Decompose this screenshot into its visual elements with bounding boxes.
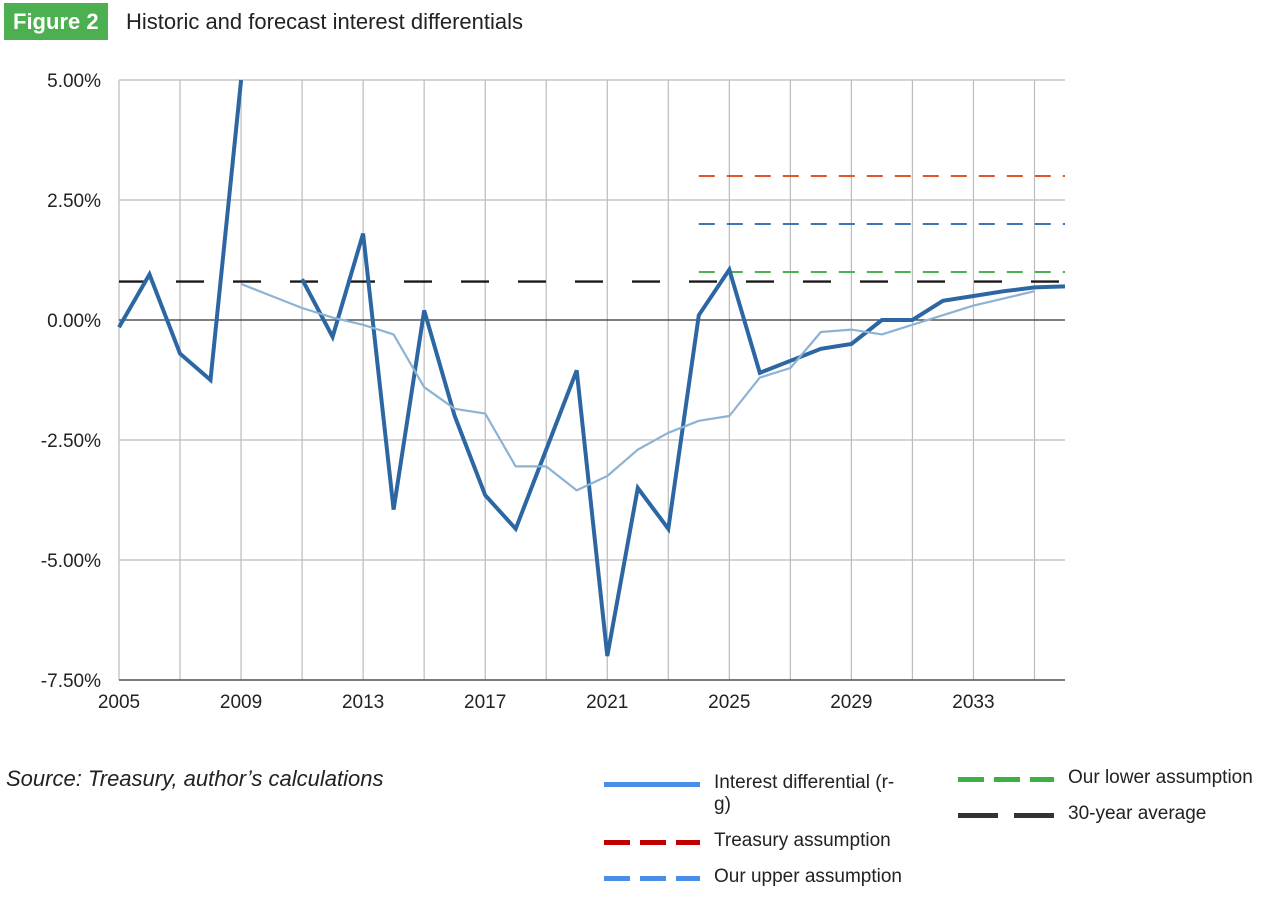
legend-item-average: 30-year average	[958, 803, 1206, 825]
x-tick-label: 2009	[220, 692, 262, 713]
axis-ticks: 5.00% 2.50% 0.00% -2.50% -5.00% -7.50%2005 200…	[41, 71, 995, 713]
legend-label: Our upper assumption	[714, 866, 902, 887]
legend-swatch-dash	[604, 876, 700, 881]
comparison-series-line	[240, 282, 1035, 492]
x-tick-label: 2033	[952, 692, 994, 713]
legend-item-treasury: Treasury assumption	[604, 830, 891, 852]
x-tick-label: 2017	[464, 692, 506, 713]
legend-swatch-dash	[604, 840, 700, 845]
legend-swatch-dash	[958, 813, 1054, 818]
x-tick-label: 2013	[342, 692, 384, 713]
legend-item-interest-differential: Interest differential (r-g)	[604, 772, 904, 816]
legend-label: Interest differential (r-g)	[714, 772, 895, 815]
legend-label: 30-year average	[1068, 803, 1207, 824]
x-tick-label: 2005	[98, 692, 140, 713]
legend-label: Treasury assumption	[714, 830, 891, 851]
data-series	[117, 79, 1066, 657]
legend-item-lower: Our lower assumption	[958, 767, 1253, 789]
grid	[118, 79, 1065, 681]
x-tick-label: 2021	[586, 692, 628, 713]
legend-item-upper: Our upper assumption	[604, 866, 902, 888]
source-note: Source: Treasury, author’s calculations	[6, 766, 384, 791]
y-tick-label: 5.00%	[47, 71, 101, 92]
legend-swatch-dash	[958, 777, 1054, 782]
figure-title: Historic and forecast interest different…	[126, 9, 523, 34]
y-tick-label: 0.00%	[47, 311, 101, 332]
interest-differential-line	[300, 233, 1066, 657]
x-tick-label: 2025	[708, 692, 750, 713]
legend-swatch-solid	[604, 782, 700, 787]
y-tick-label: -5.00%	[41, 551, 101, 572]
legend-label: Our lower assumption	[1068, 767, 1253, 788]
reference-lines	[119, 175, 1065, 283]
y-tick-label: 2.50%	[47, 191, 101, 212]
y-tick-label: -2.50%	[41, 431, 101, 452]
figure-label-badge: Figure 2	[4, 3, 108, 40]
y-tick-label: -7.50%	[41, 671, 101, 692]
line-chart: 5.00% 2.50% 0.00% -2.50% -5.00% -7.50%2005 200…	[41, 71, 1066, 713]
interest-differential-line	[117, 79, 244, 385]
x-tick-label: 2029	[830, 692, 872, 713]
